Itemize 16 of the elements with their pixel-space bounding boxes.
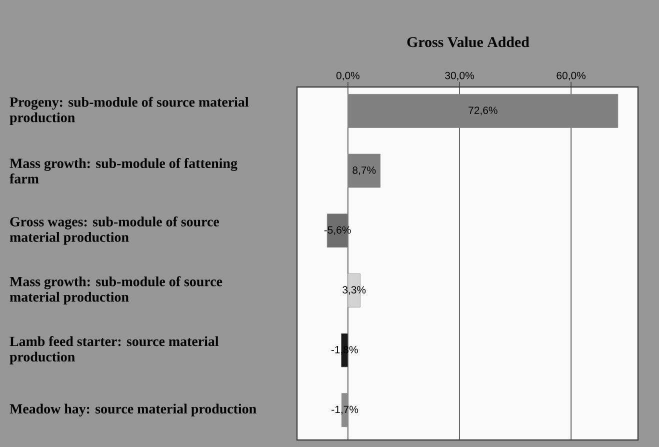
data-label: -1,7% [332, 406, 358, 414]
y-tick-label: Lamb feed starter: source material production [10, 336, 219, 364]
bar [348, 154, 380, 188]
chart-title: Gross Value Added [407, 36, 530, 48]
data-label: 8,7% [352, 166, 376, 176]
y-tick-label: Mass growth: sub-module of fattening farm [10, 158, 238, 184]
x-tick-label: 0,0% [336, 72, 360, 80]
y-tick-label: Progeny: sub-module of source material production [10, 96, 249, 126]
y-tick-label: Gross wages: sub-module of source material production [10, 216, 220, 245]
data-label: 72,6% [468, 106, 498, 116]
x-tick-label: 60,0% [556, 72, 586, 80]
y-tick-label: Mass growth: sub-module of source material production [10, 276, 222, 305]
data-label: 3,3% [342, 286, 366, 295]
x-tick-label: 30,0% [445, 72, 474, 80]
y-tick-label: Meadow hay: source material production [10, 404, 256, 416]
bar [348, 94, 618, 128]
